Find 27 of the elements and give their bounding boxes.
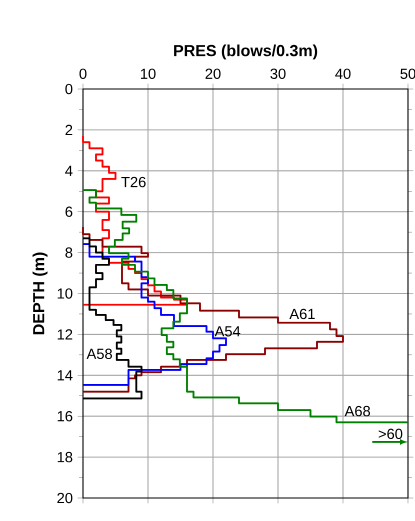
y-tick-label: 4	[65, 166, 73, 176]
y-tick-label: 18	[58, 452, 72, 462]
series-label: A54	[214, 326, 240, 336]
line-series	[82, 189, 409, 424]
y-tick-label: 20	[57, 492, 72, 504]
series-label: A68	[344, 406, 370, 416]
x-tick-label: 0	[79, 68, 86, 79]
series-label: A61	[289, 308, 315, 320]
y-tick-label: 16	[58, 411, 72, 422]
annotation: >60	[378, 428, 402, 440]
y-tick-label: 10	[58, 288, 72, 299]
x-tick-label: 30	[270, 68, 286, 79]
series-label: A58	[86, 348, 112, 360]
y-tick-label: 12	[58, 329, 72, 340]
y-tick-label: 14	[58, 370, 73, 380]
x-tick-label: 20	[206, 68, 221, 79]
line-series	[82, 135, 188, 306]
x-tick-label: 40	[335, 68, 351, 79]
x-axis-title: PRES (blows/0.3m)	[174, 44, 318, 60]
line-series	[82, 226, 344, 393]
y-axis-title: DEPTH (m)	[32, 252, 48, 334]
y-tick-label: 2	[66, 124, 72, 136]
y-tick-label: 8	[65, 247, 72, 258]
y-tick-label: 0	[65, 84, 72, 94]
x-tick-label: 10	[140, 68, 156, 79]
series-label: T26	[121, 176, 146, 188]
y-tick-label: 6	[66, 206, 72, 217]
